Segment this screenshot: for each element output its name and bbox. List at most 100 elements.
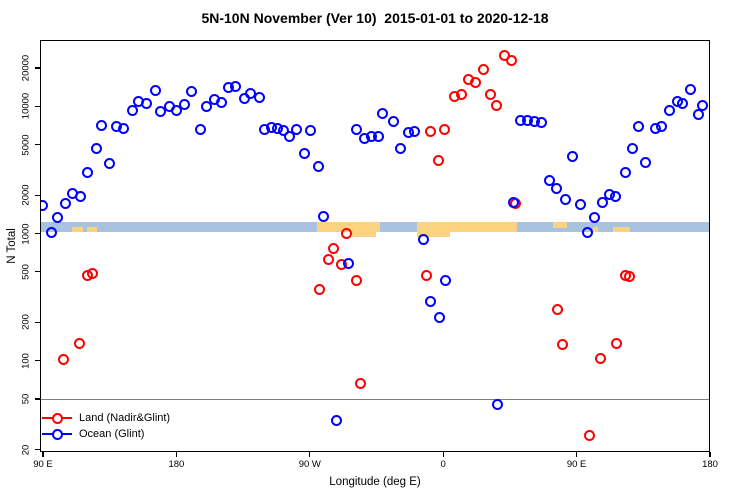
ocean-point — [632, 120, 644, 132]
ocean-point — [96, 120, 108, 132]
ocean-point — [171, 105, 183, 117]
ocean-point — [574, 199, 586, 211]
plot-area — [40, 40, 710, 452]
x-tick — [575, 452, 578, 457]
ocean-point — [52, 212, 64, 224]
y-tick-label: 1000 — [20, 222, 32, 245]
ocean-point — [372, 130, 384, 142]
ocean-symbol-icon — [42, 428, 72, 440]
ocean-point — [178, 98, 190, 110]
x-tick — [175, 452, 178, 457]
ocean-point — [567, 151, 579, 163]
y-tick-label: 100 — [20, 352, 32, 369]
ocean-point — [696, 100, 708, 112]
y-tick-label: 10000 — [20, 93, 32, 120]
land-point — [611, 337, 623, 349]
ocean-point — [588, 212, 600, 224]
ocean-point — [677, 97, 689, 109]
ocean-point — [155, 106, 167, 118]
y-tick — [35, 271, 40, 273]
ocean-point — [439, 275, 451, 287]
chart-title: 5N-10N November (Ver 10) 2015-01-01 to 2… — [201, 10, 549, 26]
reference-line — [40, 398, 710, 401]
ocean-point — [186, 86, 198, 98]
ocean-point — [200, 100, 212, 112]
ocean-point — [536, 117, 548, 129]
land-point — [584, 429, 596, 441]
ocean-point — [417, 234, 429, 246]
ocean-point — [118, 122, 130, 134]
y-tick — [35, 67, 40, 69]
land-point — [469, 76, 481, 88]
ocean-point — [74, 190, 86, 202]
x-tick — [442, 452, 444, 457]
legend-entry-land: Land (Nadir&Glint) — [42, 410, 170, 426]
ocean-point — [656, 120, 668, 132]
ocean-point — [149, 85, 161, 97]
ocean-point — [550, 182, 562, 194]
ocean-point — [664, 104, 676, 116]
y-tick-label: 2000 — [20, 184, 32, 206]
ocean-point — [40, 200, 48, 211]
x-tick-label: 90 E — [33, 459, 53, 470]
land-point — [424, 126, 436, 138]
ocean-point — [582, 227, 594, 239]
land-point — [595, 353, 607, 365]
land-point — [456, 89, 468, 101]
y-tick-label: 20 — [20, 444, 32, 455]
land-point — [506, 54, 518, 66]
ocean-point — [90, 143, 102, 155]
ocean-point — [424, 296, 436, 308]
land-symbol-icon — [42, 412, 72, 424]
ocean-point — [304, 124, 316, 136]
x-tick — [709, 452, 711, 457]
y-tick-label: 50 — [20, 393, 32, 405]
ocean-point — [559, 193, 571, 205]
ocean-point — [278, 124, 290, 136]
land-point — [341, 228, 353, 240]
x-tick-label: 180 — [702, 459, 718, 470]
ocean-point — [387, 115, 399, 127]
ocean-point — [693, 109, 705, 121]
ocean-point — [60, 197, 72, 209]
x-tick-label: 90 W — [298, 459, 321, 470]
ocean-point — [126, 104, 138, 116]
ocean-point — [45, 227, 57, 239]
y-tick — [35, 232, 40, 235]
land-patch — [613, 226, 630, 232]
legend: Land (Nadir&Glint) Ocean (Glint) — [42, 410, 170, 442]
ocean-point — [491, 399, 503, 411]
land-point — [57, 354, 69, 366]
land-patch — [553, 222, 568, 228]
land-point — [86, 268, 98, 280]
legend-entry-ocean: Ocean (Glint) — [42, 426, 170, 442]
ocean-point — [684, 83, 696, 95]
x-tick — [42, 452, 44, 457]
y-tick — [35, 143, 40, 146]
legend-label-ocean: Ocean (Glint) — [79, 428, 145, 440]
land-point — [478, 63, 490, 75]
land-point — [327, 242, 339, 254]
x-axis-label: Longitude (deg E) — [329, 476, 421, 488]
ocean-point — [230, 81, 242, 93]
x-tick-label: 180 — [168, 459, 185, 470]
y-tick-label: 20000 — [20, 54, 32, 82]
ocean-point — [254, 92, 266, 104]
x-tick-label: 0 — [440, 459, 446, 470]
land-patch — [593, 226, 598, 232]
ocean-point — [508, 197, 520, 209]
land-patch — [86, 226, 97, 232]
ocean-point — [433, 312, 445, 324]
land-patch — [72, 226, 83, 232]
land-point — [439, 123, 451, 135]
land-point — [322, 253, 334, 265]
land-point — [73, 337, 85, 349]
ocean-point — [351, 123, 363, 135]
ocean-point — [610, 190, 622, 202]
ocean-point — [82, 166, 94, 178]
land-patch — [416, 222, 517, 232]
ocean-point — [377, 108, 389, 120]
ocean-point — [395, 142, 407, 154]
ocean-point — [194, 123, 206, 135]
y-tick — [35, 398, 40, 400]
